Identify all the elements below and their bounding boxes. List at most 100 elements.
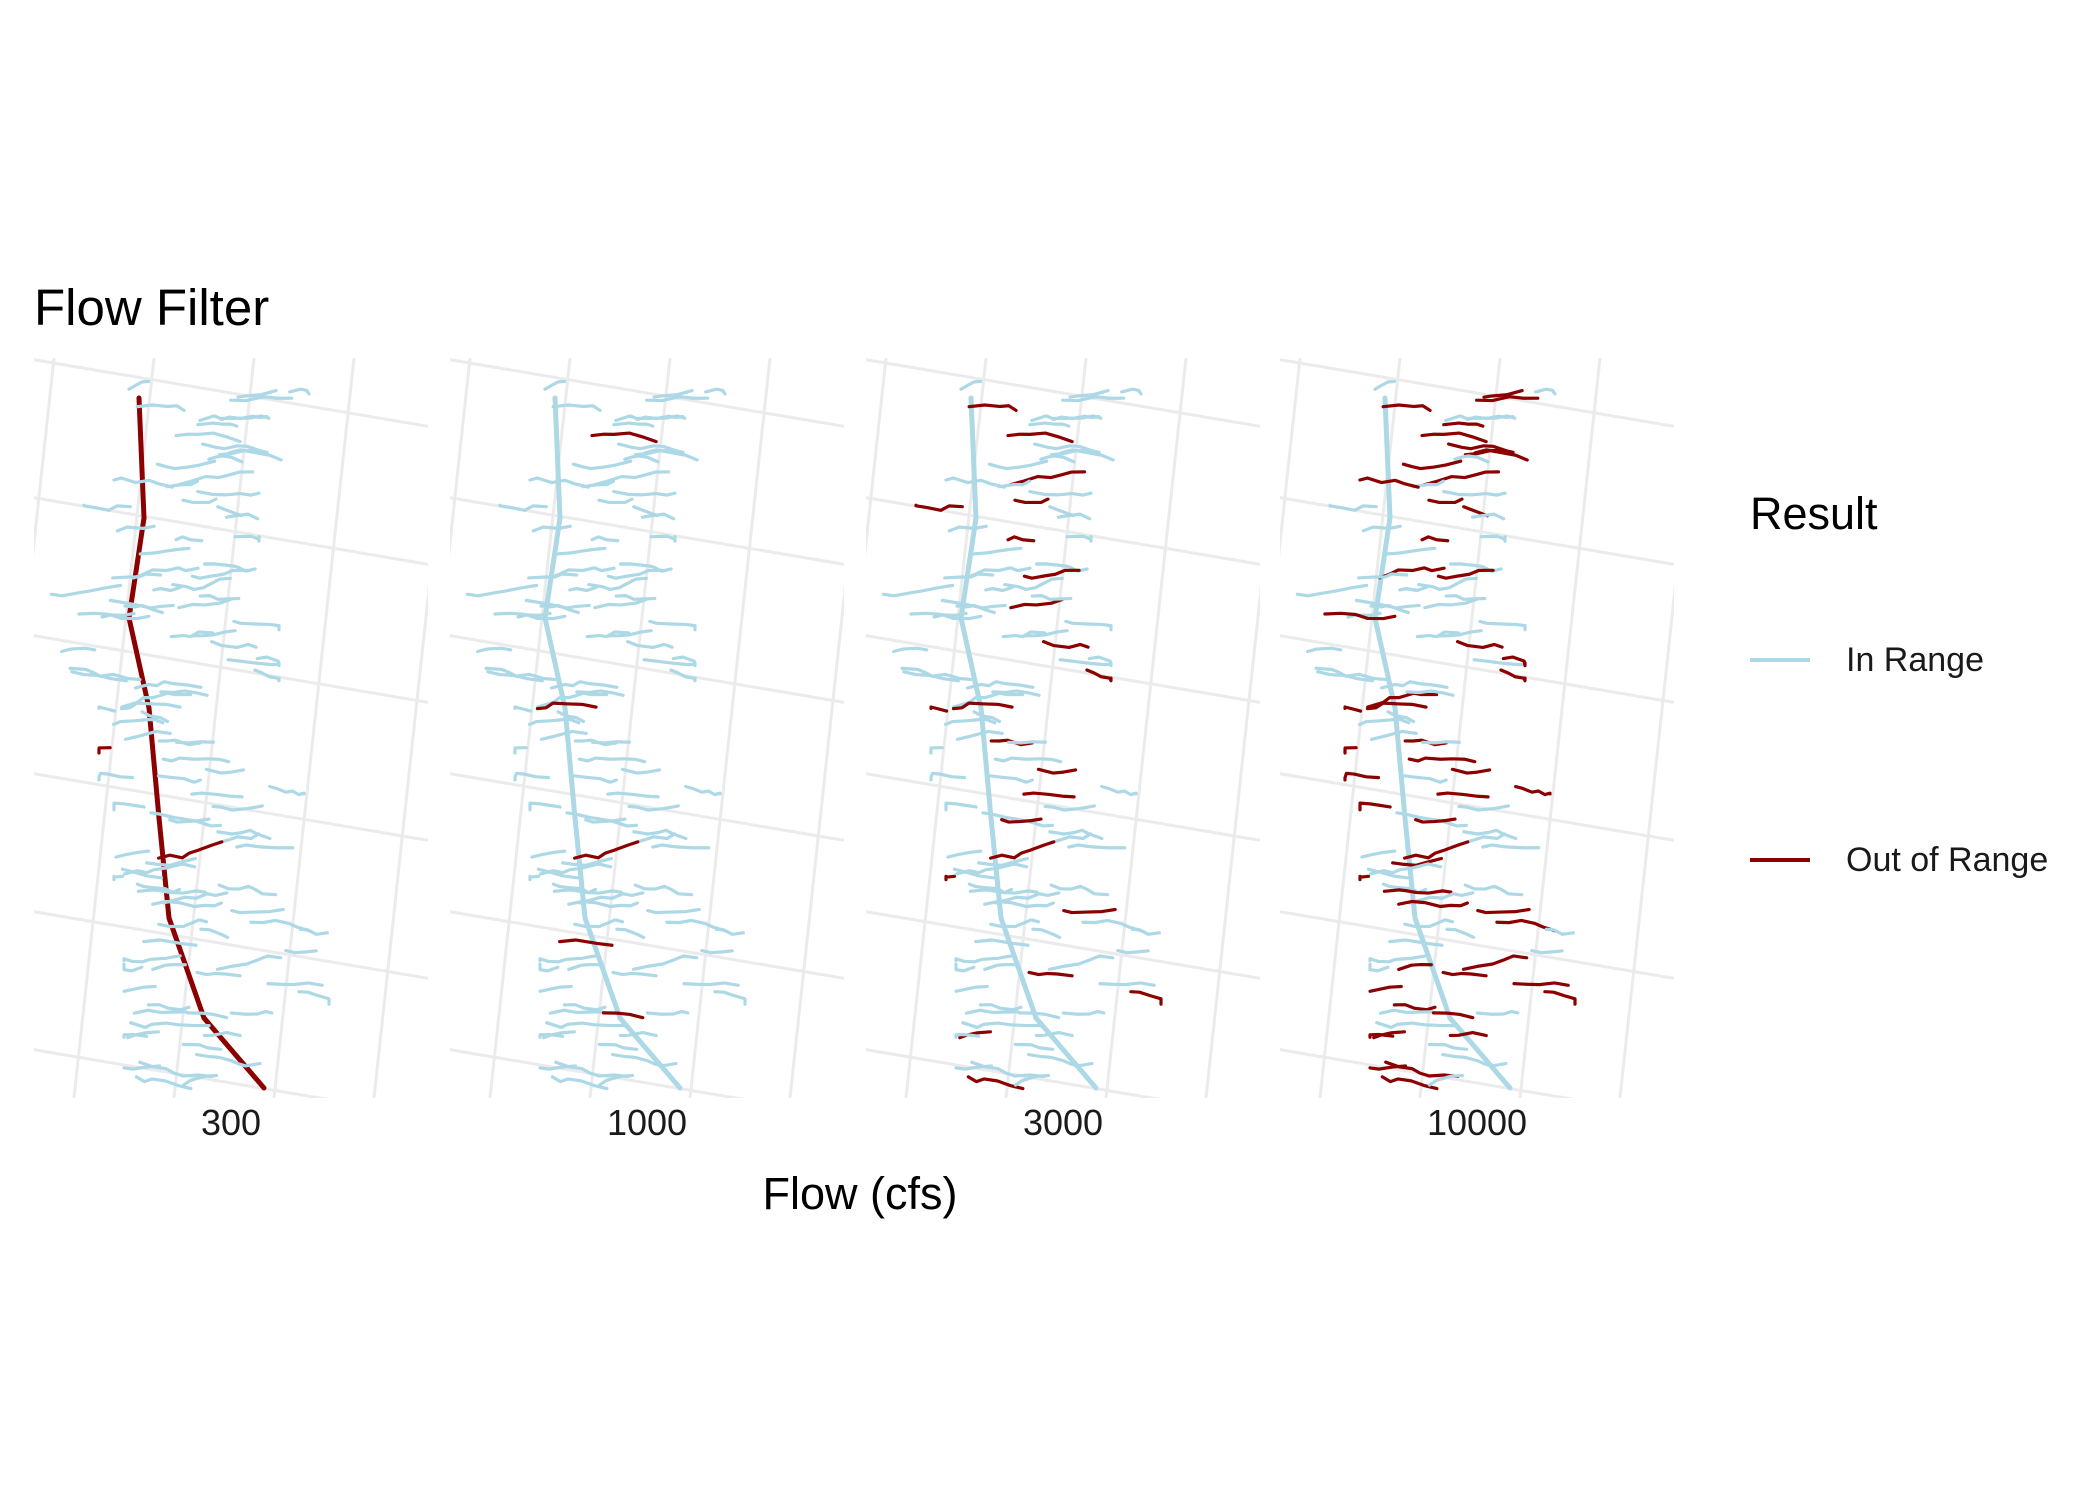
river-segment-in-range xyxy=(1368,862,1443,876)
river-segment-in-range xyxy=(1481,843,1541,850)
river-segment-in-range xyxy=(1427,1073,1465,1087)
river-segment-in-range xyxy=(943,718,997,727)
river-segment-in-range xyxy=(964,1008,1020,1015)
river-segment-in-range xyxy=(582,915,623,1021)
river-segment-out-of-range xyxy=(558,938,614,947)
graticule-line xyxy=(1280,358,1302,557)
river-segment-in-range xyxy=(649,534,677,543)
river-segment-in-range xyxy=(146,1003,191,1012)
river-segment-out-of-range xyxy=(126,515,147,621)
river-segment-in-range xyxy=(1453,454,1490,464)
river-segment-in-range xyxy=(1417,576,1478,592)
graticule-line xyxy=(34,358,428,428)
river-segment-out-of-range xyxy=(590,431,658,444)
river-segment-out-of-range xyxy=(1436,568,1495,580)
river-segment-in-range xyxy=(909,611,983,621)
river-segment-in-range xyxy=(974,938,1030,947)
river-segment-in-range xyxy=(627,804,680,812)
river-segment-out-of-range xyxy=(1022,568,1081,580)
river-segment-in-range xyxy=(943,572,995,580)
graticule-line xyxy=(450,634,844,704)
river-segment-in-range xyxy=(217,448,263,457)
river-segment-in-range xyxy=(552,395,563,521)
river-segment-in-range xyxy=(1395,811,1469,828)
river-segment-in-range xyxy=(1130,927,1161,936)
river-segment-in-range xyxy=(597,1073,635,1087)
river-segment-in-range xyxy=(567,962,603,972)
graticule-line xyxy=(866,1048,1161,1098)
river-segment-in-range xyxy=(606,629,653,638)
river-segment-in-range xyxy=(1098,981,1156,987)
river-segment-in-range xyxy=(954,862,1029,876)
graticule-line xyxy=(866,634,1260,704)
river-segment-in-range xyxy=(97,705,117,713)
river-segment-out-of-range xyxy=(914,503,964,512)
river-segment-out-of-range xyxy=(136,395,147,521)
river-segment-in-range xyxy=(972,710,1002,724)
river-segment-in-range xyxy=(156,774,202,784)
graticule-line xyxy=(34,1048,329,1098)
river-segment-in-range xyxy=(1463,883,1524,897)
river-segment-in-range xyxy=(288,387,311,396)
graticule-line xyxy=(1518,358,1602,1098)
river-segment-in-range xyxy=(152,585,182,593)
river-segment-in-range xyxy=(1398,585,1428,593)
graticule-line xyxy=(450,358,472,557)
river-segment-in-range xyxy=(1402,774,1448,784)
graticule-line xyxy=(1618,584,1674,1098)
river-segment-in-range xyxy=(138,546,191,556)
river-segment-in-range xyxy=(550,1075,609,1091)
river-segment-in-range xyxy=(983,899,1055,909)
river-segment-in-range xyxy=(151,962,187,972)
river-segment-in-range xyxy=(190,791,244,799)
river-segment-in-range xyxy=(149,811,223,828)
river-segment-in-range xyxy=(1407,891,1475,905)
legend: Result In Range Out of Range xyxy=(1750,488,2080,1030)
river-segment-out-of-range xyxy=(1381,403,1432,413)
river-segment-in-range xyxy=(978,705,994,821)
river-segment-in-range xyxy=(207,454,244,464)
river-segment-in-range xyxy=(1357,718,1411,727)
graticule-line xyxy=(372,584,428,1098)
river-segment-in-range xyxy=(1382,395,1393,521)
river-segment-out-of-range xyxy=(1006,431,1074,444)
river-segment-in-range xyxy=(554,1060,630,1079)
river-segment-out-of-range xyxy=(1365,701,1428,711)
river-segment-in-range xyxy=(122,1032,149,1039)
river-segment-in-range xyxy=(122,862,197,876)
river-segment-in-range xyxy=(944,801,978,812)
facet-panel-10000 xyxy=(1280,358,1674,1098)
river-segment-in-range xyxy=(1378,1008,1434,1015)
river-segment-in-range xyxy=(606,568,665,580)
river-segment-in-range xyxy=(556,710,586,724)
river-segment-out-of-range xyxy=(166,915,207,1021)
river-segment-in-range xyxy=(199,927,230,940)
facet-strip-label: 10000 xyxy=(1426,1102,1528,1143)
river-segment-in-range xyxy=(968,395,979,521)
river-segment-in-range xyxy=(575,689,625,697)
river-segment-in-range xyxy=(132,1008,188,1015)
river-segment-out-of-range xyxy=(1343,771,1381,782)
in-range-line-key xyxy=(1750,658,1810,662)
legend-label: In Range xyxy=(1846,640,1984,679)
river-segment-in-range xyxy=(981,811,1055,828)
river-segment-in-range xyxy=(1427,1042,1469,1051)
river-segment-in-range xyxy=(498,503,548,512)
river-segment-in-range xyxy=(114,849,151,859)
river-segment-in-range xyxy=(1028,489,1093,497)
river-segment-in-range xyxy=(181,497,218,505)
river-segment-out-of-range xyxy=(1501,655,1527,668)
river-segment-out-of-range xyxy=(1499,668,1527,683)
river-segment-in-range xyxy=(209,640,258,650)
river-segment-out-of-range xyxy=(1358,476,1420,489)
river-segment-in-range xyxy=(1475,1009,1520,1016)
river-segment-out-of-range xyxy=(1476,907,1531,915)
river-segment-in-range xyxy=(133,680,203,690)
river-segment-in-range xyxy=(955,729,1004,741)
river-segment-in-range xyxy=(119,701,182,711)
river-segment-in-range xyxy=(573,918,625,929)
river-segment-in-range xyxy=(562,705,578,821)
river-segment-in-range xyxy=(1441,1052,1508,1068)
river-segment-in-range xyxy=(993,891,1061,905)
legend-title: Result xyxy=(1750,488,1878,539)
